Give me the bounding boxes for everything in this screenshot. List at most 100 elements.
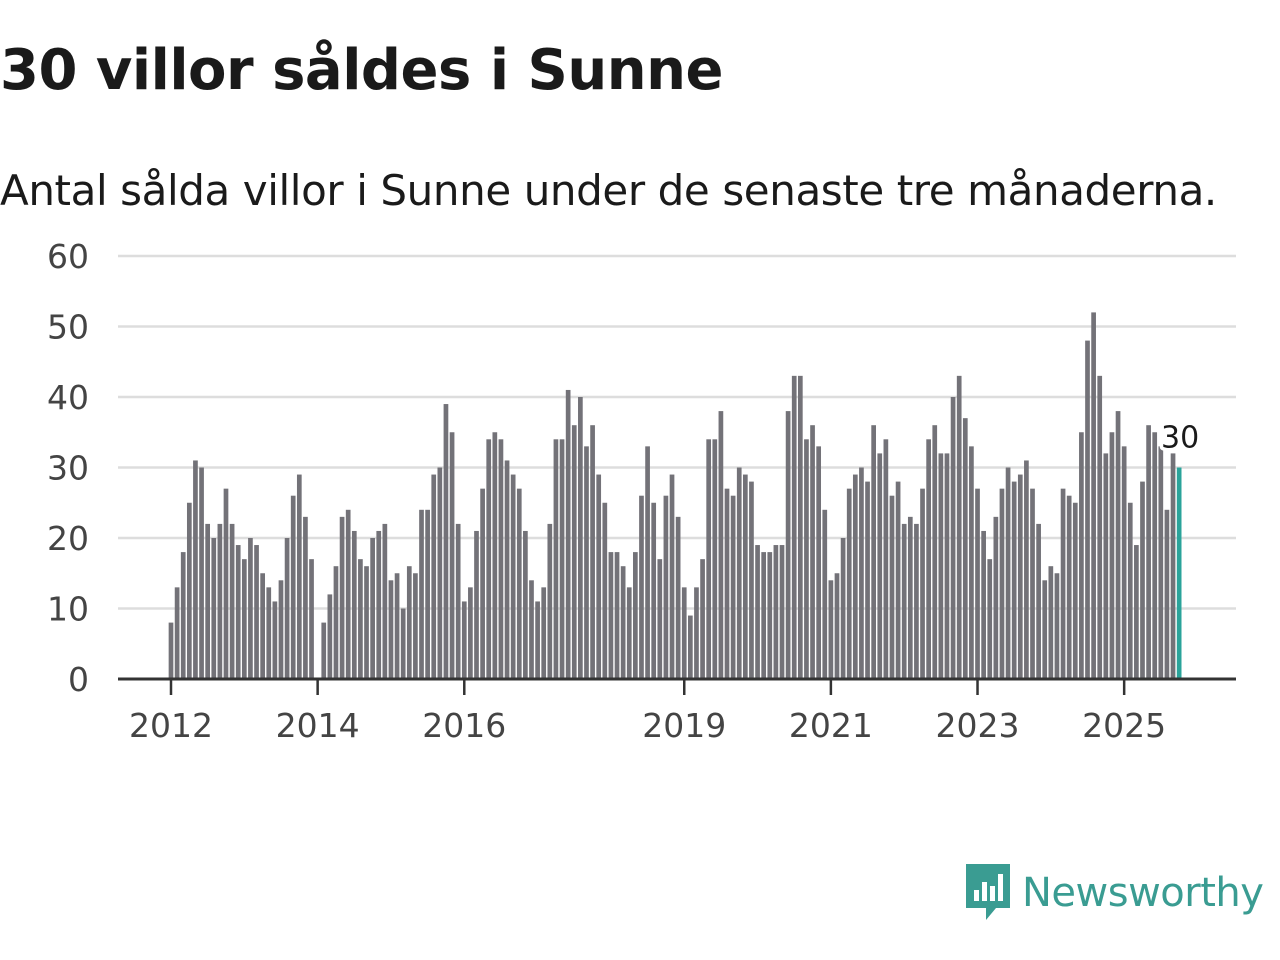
bar — [675, 516, 681, 679]
bar — [571, 425, 577, 679]
bar — [865, 481, 870, 679]
x-tick-label: 2019 — [642, 706, 726, 745]
bar — [1079, 432, 1084, 679]
bar — [962, 418, 968, 679]
bar — [1042, 580, 1048, 679]
bar — [510, 474, 516, 679]
bar — [920, 488, 925, 679]
bar — [834, 573, 840, 679]
y-tick-label: 10 — [47, 590, 89, 629]
newsworthy-logo-icon — [966, 864, 1010, 920]
bar — [761, 552, 767, 679]
bar — [651, 502, 657, 679]
bar — [914, 523, 919, 679]
bar — [309, 559, 314, 679]
bar — [223, 488, 229, 679]
bar — [284, 538, 290, 679]
bar — [455, 523, 461, 679]
bar — [278, 580, 284, 679]
bar — [1134, 545, 1139, 679]
bar — [578, 397, 583, 679]
bar — [443, 404, 449, 679]
bar — [993, 516, 999, 679]
y-tick-label: 60 — [47, 237, 89, 276]
y-tick-label: 50 — [47, 308, 89, 347]
bar — [480, 488, 485, 679]
bar — [1140, 481, 1145, 679]
y-tick-label: 20 — [47, 519, 89, 558]
bar — [626, 587, 632, 679]
bar — [859, 467, 864, 679]
bar — [779, 545, 785, 679]
bar — [1127, 502, 1133, 679]
bar — [633, 552, 638, 679]
bar — [241, 559, 247, 679]
bar — [669, 474, 675, 679]
bar — [889, 495, 895, 679]
bar — [969, 446, 974, 679]
bar — [645, 446, 650, 679]
bar — [871, 425, 876, 679]
bar — [345, 509, 351, 679]
bar — [174, 587, 180, 679]
bar — [333, 566, 339, 679]
bar — [706, 439, 712, 679]
bar — [718, 411, 724, 679]
bar — [1109, 432, 1115, 679]
bar — [461, 601, 467, 679]
bar — [1024, 460, 1029, 679]
bar — [498, 439, 504, 679]
bar — [1048, 566, 1054, 679]
bar — [846, 488, 852, 679]
bar — [419, 509, 424, 679]
x-tick-label: 2023 — [936, 706, 1020, 745]
y-tick-label: 30 — [47, 449, 89, 488]
bar — [852, 474, 858, 679]
bar — [1030, 488, 1035, 679]
bar — [791, 375, 797, 679]
bar — [186, 502, 192, 679]
bar — [1054, 573, 1060, 679]
bar — [773, 545, 779, 679]
bar — [901, 523, 907, 679]
bar — [1011, 481, 1017, 679]
bar — [938, 453, 944, 679]
x-tick-label: 2025 — [1082, 706, 1166, 745]
bar — [486, 439, 492, 679]
bar — [1066, 495, 1072, 679]
bar — [370, 538, 375, 679]
bar — [712, 439, 718, 679]
bar — [956, 375, 962, 679]
bar — [895, 481, 901, 679]
bar — [602, 502, 608, 679]
bar — [553, 439, 559, 679]
bar — [388, 580, 394, 679]
bar — [327, 594, 333, 679]
bar — [663, 495, 669, 679]
bar — [1072, 502, 1078, 679]
bar — [321, 622, 327, 679]
bar — [449, 432, 455, 679]
bar — [883, 439, 889, 679]
bar — [248, 538, 253, 679]
chart-title: 30 villor såldes i Sunne — [0, 38, 723, 103]
y-tick-label: 0 — [68, 660, 89, 699]
bar — [535, 601, 540, 679]
bar — [376, 530, 382, 679]
bar — [547, 523, 553, 679]
bar — [1005, 467, 1011, 679]
bar — [168, 622, 174, 679]
bar — [688, 615, 693, 679]
bar — [541, 587, 547, 679]
bar — [1115, 411, 1121, 679]
x-tick-label: 2021 — [789, 706, 873, 745]
bar — [382, 523, 388, 679]
x-tick-label: 2014 — [276, 706, 360, 745]
bar — [296, 474, 302, 679]
bar — [1017, 474, 1023, 679]
bar — [926, 439, 931, 679]
bar — [1164, 509, 1170, 679]
bar — [639, 495, 644, 679]
bar — [492, 432, 498, 679]
bar — [944, 453, 950, 679]
